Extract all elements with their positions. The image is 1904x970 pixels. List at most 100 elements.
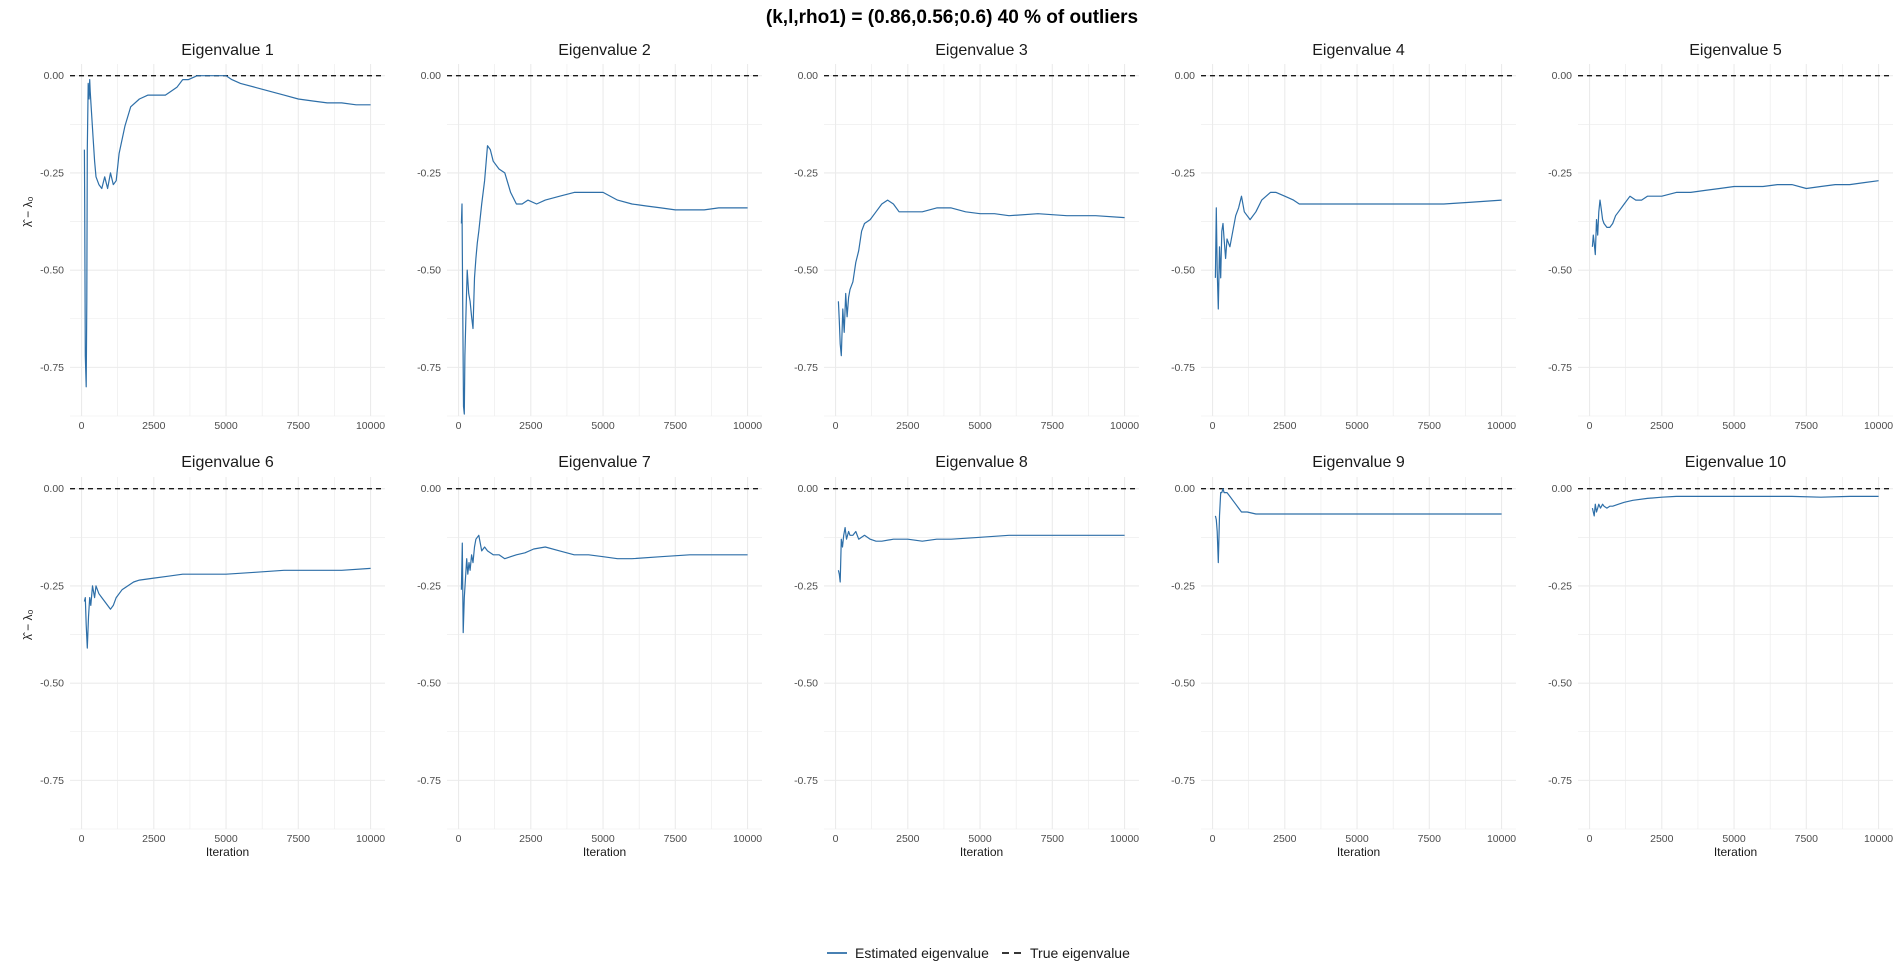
y-tick-label: 0.00 — [421, 70, 442, 82]
y-tick-label: -0.25 — [1548, 167, 1572, 179]
x-tick-label: 5000 — [968, 833, 992, 845]
y-tick-label: -0.75 — [794, 362, 818, 374]
x-tick-label: 10000 — [356, 833, 385, 845]
x-tick-label: 2500 — [1273, 420, 1297, 432]
x-axis-label: Iteration — [960, 845, 1003, 859]
x-tick-label: 7500 — [1041, 833, 1065, 845]
estimated-eigenvalue-line — [83, 567, 371, 649]
x-tick-label: 5000 — [591, 420, 615, 432]
estimated-eigenvalue-line — [83, 75, 371, 388]
y-tick-label: -0.25 — [417, 167, 441, 179]
y-tick-label: 0.00 — [1175, 70, 1196, 82]
x-tick-label: 0 — [79, 833, 85, 845]
x-tick-label: 0 — [833, 420, 839, 432]
x-tick-label: 5000 — [214, 833, 238, 845]
y-tick-label: -0.50 — [1548, 678, 1572, 690]
panel-8: Eigenvalue 8 0 2500 5000 7500 10000 0.00 -0.25 -… — [794, 454, 1139, 859]
panel-2: Eigenvalue 2 0 2500 5000 7500 10000 0.00 -0.25 -… — [417, 42, 762, 432]
x-tick-label: 10000 — [1110, 833, 1139, 845]
panel-5: Eigenvalue 5 0 2500 5000 7500 10000 0.00 -0.25 -… — [1548, 42, 1893, 432]
x-tick-label: 10000 — [1864, 833, 1893, 845]
panel-title: Eigenvalue 7 — [558, 454, 651, 471]
x-tick-label: 0 — [1210, 420, 1216, 432]
legend-label-true: True eigenvalue — [1030, 945, 1130, 961]
panel-title: Eigenvalue 1 — [181, 42, 274, 59]
y-tick-label: -0.50 — [40, 265, 64, 277]
estimated-eigenvalue-line — [837, 199, 1125, 357]
y-tick-label: -0.50 — [40, 678, 64, 690]
legend-label-estimated: Estimated eigenvalue — [855, 945, 989, 961]
panel-title: Eigenvalue 10 — [1685, 454, 1787, 471]
x-tick-label: 7500 — [1795, 420, 1819, 432]
x-tick-label: 2500 — [896, 833, 920, 845]
x-axis-label: Iteration — [1337, 845, 1380, 859]
y-tick-label: -0.50 — [1548, 265, 1572, 277]
x-tick-label: 10000 — [1487, 833, 1516, 845]
y-tick-label: -0.75 — [40, 362, 64, 374]
y-tick-label: -0.75 — [1548, 362, 1572, 374]
y-tick-label: -0.25 — [40, 167, 64, 179]
x-tick-label: 0 — [1587, 833, 1593, 845]
y-tick-label: -0.25 — [1548, 580, 1572, 592]
x-tick-label: 10000 — [1487, 420, 1516, 432]
panel-4: Eigenvalue 4 0 2500 5000 7500 10000 0.00 -0.25 -… — [1171, 42, 1516, 432]
y-tick-label: -0.75 — [417, 775, 441, 787]
x-tick-label: 0 — [456, 833, 462, 845]
x-tick-label: 10000 — [1864, 420, 1893, 432]
y-tick-label: -0.50 — [1171, 678, 1195, 690]
x-tick-label: 7500 — [664, 833, 688, 845]
x-tick-label: 7500 — [287, 833, 311, 845]
estimated-eigenvalue-line — [460, 145, 748, 415]
estimated-eigenvalue-line — [460, 534, 748, 634]
x-tick-label: 10000 — [733, 833, 762, 845]
y-tick-label: 0.00 — [1552, 70, 1573, 82]
panel-title: Eigenvalue 8 — [935, 454, 1028, 471]
x-tick-label: 0 — [1210, 833, 1216, 845]
x-tick-label: 7500 — [664, 420, 688, 432]
x-tick-label: 2500 — [1273, 833, 1297, 845]
y-tick-label: 0.00 — [1175, 483, 1196, 495]
y-axis-label: λ̂ − λ₀ — [21, 196, 35, 227]
x-axis-label: Iteration — [583, 845, 626, 859]
panels: Eigenvalue 10 2500 5000 7500 100000.00-0.25-… — [21, 42, 1893, 859]
x-tick-label: 2500 — [896, 420, 920, 432]
estimated-eigenvalue-line — [1214, 191, 1502, 310]
x-tick-label: 2500 — [142, 833, 166, 845]
x-tick-label: 10000 — [733, 420, 762, 432]
x-tick-label: 2500 — [1650, 420, 1674, 432]
y-tick-label: -0.50 — [417, 265, 441, 277]
y-tick-label: -0.25 — [40, 580, 64, 592]
x-tick-label: 10000 — [1110, 420, 1139, 432]
y-tick-label: -0.25 — [417, 580, 441, 592]
panel-title: Eigenvalue 5 — [1689, 42, 1782, 59]
x-tick-label: 5000 — [591, 833, 615, 845]
x-tick-label: 7500 — [1418, 833, 1442, 845]
panel-title: Eigenvalue 2 — [558, 42, 651, 59]
x-tick-label: 5000 — [1345, 833, 1369, 845]
x-tick-label: 10000 — [356, 420, 385, 432]
x-tick-label: 2500 — [519, 420, 543, 432]
y-tick-label: -0.25 — [794, 580, 818, 592]
y-axis-label: λ̂ − λ₀ — [21, 609, 35, 640]
x-tick-label: 5000 — [968, 420, 992, 432]
y-tick-label: 0.00 — [1552, 483, 1573, 495]
panel-title: Eigenvalue 6 — [181, 454, 274, 471]
x-axis-label: Iteration — [1714, 845, 1757, 859]
x-tick-label: 5000 — [1722, 420, 1746, 432]
y-tick-label: 0.00 — [421, 483, 442, 495]
y-tick-label: -0.50 — [794, 678, 818, 690]
y-tick-label: -0.75 — [40, 775, 64, 787]
y-tick-label: -0.75 — [1171, 775, 1195, 787]
x-tick-label: 0 — [1587, 420, 1593, 432]
y-tick-label: -0.75 — [417, 362, 441, 374]
y-tick-label: -0.25 — [1171, 580, 1195, 592]
y-tick-label: 0.00 — [44, 483, 65, 495]
y-tick-label: -0.75 — [1548, 775, 1572, 787]
estimated-eigenvalue-line — [1591, 495, 1879, 517]
y-tick-label: -0.75 — [1171, 362, 1195, 374]
x-tick-label: 2500 — [1650, 833, 1674, 845]
x-tick-label: 7500 — [287, 420, 311, 432]
y-tick-label: -0.25 — [794, 167, 818, 179]
panel-1: Eigenvalue 1 0 2500 5000 7500 10000 0.00 -0.25 -… — [21, 42, 385, 432]
panel-3: Eigenvalue 3 0 2500 5000 7500 10000 0.00 -0.25 -… — [794, 42, 1139, 432]
